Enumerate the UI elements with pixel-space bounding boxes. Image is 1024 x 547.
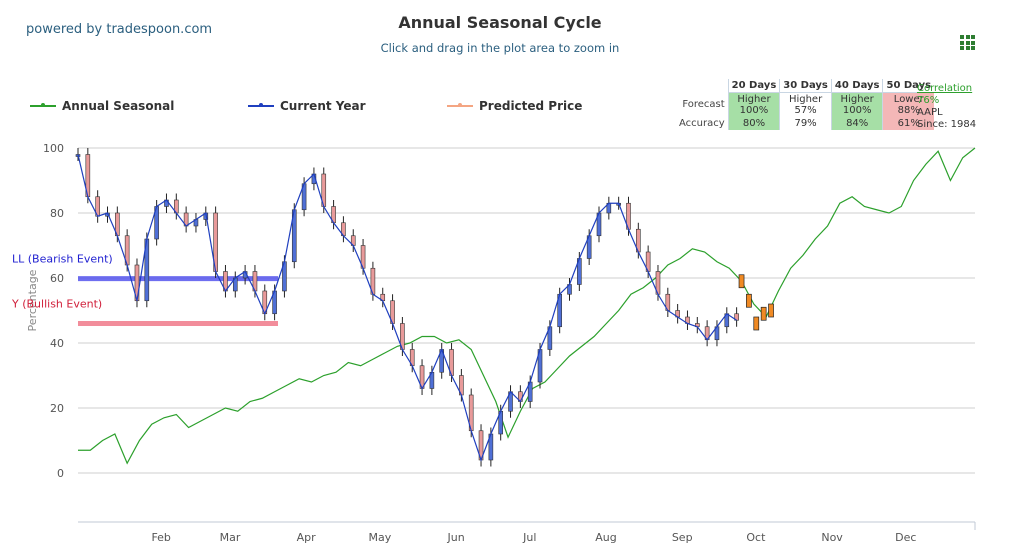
y-tick-label: 40 (50, 337, 64, 350)
chart-subtitle: Click and drag in the plot area to zoom … (380, 41, 620, 55)
forecast-cell: Higher 100% (830, 92, 883, 117)
x-tick-label: Jul (522, 531, 536, 544)
correlation-value: 76% (917, 95, 940, 106)
col-header: 30 Days (779, 79, 832, 93)
accuracy-cell: 80% (727, 117, 780, 130)
correlation-ticker: AAPL (917, 107, 943, 118)
col-header: 40 Days (830, 79, 883, 93)
legend-label: Annual Seasonal (62, 99, 175, 113)
accuracy-cell: 79% (779, 117, 832, 130)
forecast-cell: Higher 100% (727, 92, 780, 117)
legend-label: Current Year (280, 99, 366, 113)
x-tick-label: Nov (821, 531, 843, 544)
predicted-candle (768, 303, 774, 318)
x-tick-label: Dec (895, 531, 916, 544)
predicted-candle (738, 274, 745, 289)
x-tick-label: Feb (151, 531, 170, 544)
powered-by-label: powered by tradespoon.com (26, 22, 213, 37)
legend-label: Predicted Price (479, 99, 583, 113)
y-tick-label: 60 (50, 272, 64, 285)
y-axis-title: Percentage (26, 269, 39, 331)
predicted-candle (760, 306, 767, 321)
predicted-candle (753, 316, 760, 331)
col-header: 50 Days (882, 79, 935, 93)
col-header: 20 Days (727, 79, 780, 93)
y-tick-label: 0 (57, 467, 64, 480)
legend-line-icon (447, 103, 473, 107)
y-tick-label: 20 (50, 402, 64, 415)
legend-line-icon (30, 103, 56, 107)
forecast-cell: Higher 57% (779, 92, 832, 117)
x-tick-label: May (369, 531, 392, 544)
predicted-candle (746, 293, 752, 308)
legend-line-icon (248, 103, 274, 107)
correlation-since: Since: 1984 (917, 119, 977, 130)
accuracy-cell: 61% (882, 117, 935, 130)
correlation-block: Correlation 76% AAPL Since: 1984 (917, 83, 976, 131)
forecast-cell: Lower 88% (882, 92, 935, 117)
x-tick-label: Sep (672, 531, 693, 544)
forecast-table: 20 Days 30 Days 40 Days 50 Days Forecast… (676, 79, 935, 130)
x-tick-label: Aug (595, 531, 616, 544)
correlation-link[interactable]: Correlation (917, 83, 973, 94)
x-tick-label: Mar (220, 531, 241, 544)
x-tick-label: Apr (297, 531, 317, 544)
forecast-row-label: Forecast (682, 99, 725, 111)
x-tick-label: Oct (746, 531, 766, 544)
event-label: LL (Bearish Event) (12, 253, 113, 266)
chart-menu-icon[interactable] (960, 35, 975, 50)
y-tick-label: 80 (50, 207, 64, 220)
series-line-current-year (77, 154, 737, 462)
legend-annual-seasonal[interactable]: Annual Seasonal (30, 99, 174, 113)
chart-title: Annual Seasonal Cycle (398, 13, 602, 32)
accuracy-row-label: Accuracy (679, 118, 725, 129)
legend-current-year[interactable]: Current Year (248, 99, 366, 113)
x-tick-label: Jun (446, 531, 464, 544)
series-line-annual-seasonal (78, 147, 976, 465)
accuracy-cell: 84% (830, 117, 883, 130)
legend-predicted-price[interactable]: Predicted Price (447, 99, 582, 113)
y-tick-label: 100 (43, 142, 64, 155)
event-label: Y (Bullish Event) (11, 298, 102, 311)
